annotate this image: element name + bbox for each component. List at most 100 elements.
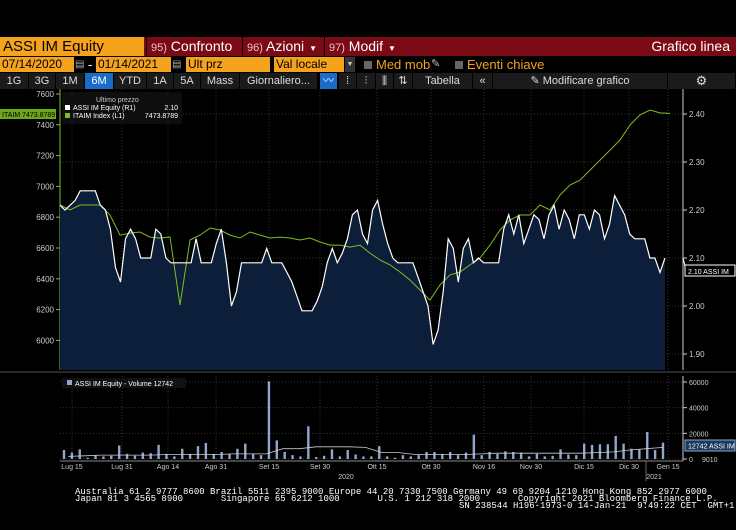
table-button[interactable]: Tabella: [413, 73, 473, 89]
x-axis-tick-label: Nov 30: [520, 464, 542, 471]
volume-bar: [417, 455, 420, 459]
volume-bar: [141, 452, 145, 459]
settings-gear-icon[interactable]: ⚙: [668, 73, 736, 89]
footer-session-info: SN 238544 H196-1973-0 14-Jan-21 9:49:22 …: [459, 501, 736, 511]
volume-bar: [661, 442, 665, 459]
left-axis-tick-label: 7600: [36, 90, 54, 99]
volume-bar: [582, 443, 586, 459]
menu-number: 95): [151, 42, 167, 54]
volume-bar: [251, 453, 255, 459]
volume-axis-tick-label: 40000: [689, 406, 709, 413]
menu-label: Modif: [348, 38, 384, 54]
period-1g[interactable]: 1G: [0, 73, 29, 89]
x-axis-tick-label: Ago 31: [205, 464, 227, 471]
legend-series-name: ASSI IM Equity (R1): [73, 105, 136, 112]
left-axis-tick-label: 7400: [36, 121, 54, 130]
volume-bar: [267, 381, 271, 459]
period-1a[interactable]: 1A: [147, 73, 174, 89]
security-field[interactable]: ASSI IM Equity: [0, 37, 144, 56]
right-axis-tick-label: 2.00: [689, 302, 705, 311]
right-axis-tick-label: 2.10: [689, 254, 705, 263]
x-axis-year-label: 2020: [338, 474, 354, 481]
assi-last-value-label: 2.10 ASSI IM: [688, 269, 729, 276]
volume-bar: [86, 457, 89, 459]
x-axis-tick-label: Dic 30: [619, 464, 639, 471]
volume-bar: [598, 444, 602, 459]
volume-bar: [315, 457, 318, 459]
volume-bar: [125, 453, 129, 459]
volume-bar: [567, 454, 570, 459]
menu-label: Confronto: [170, 38, 233, 54]
frequency-select[interactable]: Giornaliero...: [240, 73, 318, 89]
volume-legend-label: ASSI IM Equity - Volume 12742: [75, 381, 173, 388]
chart-type-title: Grafico linea: [651, 38, 730, 54]
volume-bar: [464, 452, 468, 459]
start-date-field[interactable]: 07/14/2020: [0, 57, 74, 72]
moving-average-checkbox[interactable]: [364, 61, 372, 69]
period-6m[interactable]: 6M: [85, 73, 114, 89]
volume-bar: [188, 453, 192, 459]
volume-bar: [646, 432, 649, 459]
legend-series-name: ITAIM Index (L1): [73, 113, 125, 120]
currency-select[interactable]: Val locale: [274, 57, 344, 72]
key-events-label: Eventi chiave: [467, 57, 545, 72]
calendar-icon[interactable]: ▤: [172, 59, 182, 70]
itaim-last-value-label: ITAIM 7473.8789: [2, 112, 55, 119]
volume-bar: [551, 455, 554, 459]
legend-swatch: [65, 113, 70, 118]
volume-axis-tick-label: 20000: [689, 431, 709, 438]
x-axis-tick-label: Ago 14: [157, 464, 179, 471]
chevron-down-icon[interactable]: ▼: [345, 57, 355, 72]
volume-bar: [622, 443, 625, 459]
line-chart-icon[interactable]: 〰: [320, 73, 338, 89]
x-axis-tick-label: Lug 15: [61, 464, 83, 471]
calendar-icon[interactable]: ▤: [75, 59, 85, 70]
collapse-icon[interactable]: «: [473, 73, 493, 89]
volume-bar: [157, 444, 160, 459]
itaim-last-value-box: [0, 109, 56, 119]
price-field-select[interactable]: Ult prz: [186, 57, 270, 72]
menu-number: 97): [329, 42, 345, 54]
volume-bar: [299, 456, 302, 459]
volume-bar: [62, 450, 66, 459]
volume-bar: [630, 448, 633, 459]
x-axis-tick-label: Ott 30: [421, 464, 440, 471]
volume-last-value-label: 12742 ASSI IM: [688, 444, 735, 451]
legend-swatch: [65, 105, 70, 110]
legend-series-value: 7473.8789: [145, 113, 178, 120]
period-3g[interactable]: 3G: [29, 73, 56, 89]
volume-bar: [504, 451, 507, 459]
pencil-icon[interactable]: ✎: [431, 58, 441, 70]
period-ytd[interactable]: YTD: [114, 73, 147, 89]
actions-menu[interactable]: 96) Azioni ▼: [242, 37, 324, 56]
bar-chart-icon[interactable]: ⁞: [339, 73, 357, 89]
volume-bar: [275, 440, 279, 459]
key-events-checkbox[interactable]: [455, 61, 463, 69]
period-5a[interactable]: 5A: [174, 73, 201, 89]
volume-bar: [228, 453, 231, 459]
volume-bar: [606, 444, 610, 459]
volume-legend-swatch: [67, 380, 72, 385]
price-volume-chart[interactable]: 2.40 2.30 2.20 2.10 2.00 1.90 7600 7400 7200 7000…: [0, 89, 736, 484]
volume-bar: [575, 455, 578, 459]
volume-last-value-box: [684, 439, 736, 452]
ohlc-chart-icon[interactable]: ⫶: [357, 73, 376, 89]
edit-chart-button[interactable]: ✎ Modificare grafico: [493, 73, 668, 89]
volume-bar: [212, 453, 215, 459]
volume-bar: [543, 456, 546, 459]
x-axis-tick-label: Set 15: [259, 464, 279, 471]
edit-menu[interactable]: 97) Modif ▼: [324, 37, 404, 56]
volume-bar: [322, 455, 326, 459]
period-max[interactable]: Mass: [201, 73, 240, 89]
volume-bar: [117, 445, 121, 459]
volume-axis-tick-label: 60000: [689, 380, 709, 387]
compare-menu[interactable]: 95) Confronto: [146, 37, 242, 56]
volume-bar: [385, 456, 389, 459]
period-1m[interactable]: 1M: [56, 73, 85, 89]
range-chart-icon[interactable]: ⇅: [394, 73, 413, 89]
volume-bar: [283, 451, 286, 459]
pencil-icon: ✎: [530, 75, 543, 87]
end-date-field[interactable]: 01/14/2021: [96, 57, 171, 72]
candle-chart-icon[interactable]: ⫼: [376, 73, 394, 89]
date-separator: -: [88, 57, 93, 72]
